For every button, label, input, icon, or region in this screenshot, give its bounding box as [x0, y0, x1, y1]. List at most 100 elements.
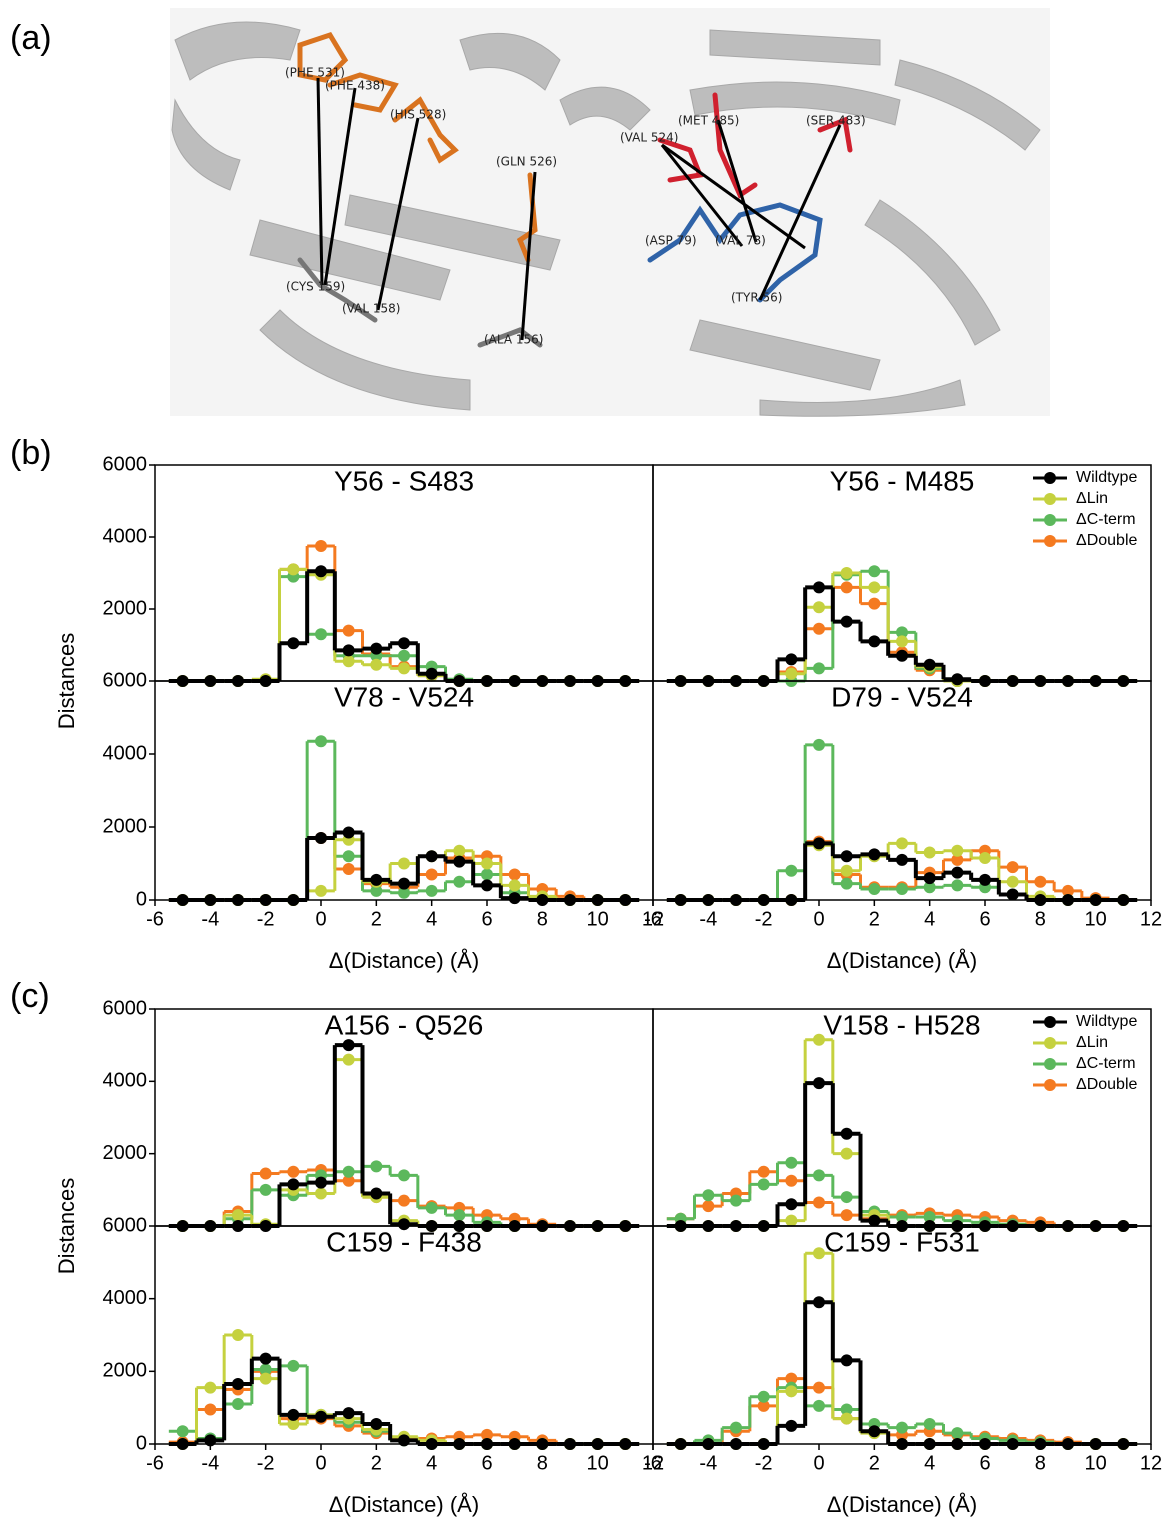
- x-tick-label: -6: [644, 908, 662, 930]
- x-tick-label: 2: [371, 908, 382, 930]
- point: [840, 1127, 853, 1140]
- x-tick-label: 10: [1085, 908, 1107, 930]
- point: [813, 622, 825, 635]
- x-tick-label: 8: [537, 908, 548, 930]
- panel-label: (a): [10, 19, 52, 57]
- point: [315, 540, 327, 552]
- point: [425, 868, 438, 881]
- point: [785, 864, 798, 877]
- point: [398, 857, 410, 870]
- point: [813, 1077, 825, 1090]
- point: [840, 877, 853, 890]
- point: [840, 864, 853, 877]
- chart: C159 - F531 -6 -4 -2 0 2 4 6 8 10 12 Δ(Distance) (Å…: [644, 1225, 1162, 1517]
- point: [813, 601, 825, 614]
- x-tick-label: 4: [924, 1452, 935, 1474]
- panel-label: (c): [10, 977, 50, 1015]
- point: [425, 1201, 438, 1214]
- point: [979, 873, 991, 886]
- point: [896, 649, 908, 662]
- chart-title: V78 - V524: [334, 681, 474, 712]
- point: [204, 1403, 217, 1416]
- point: [232, 1398, 244, 1411]
- point: [785, 1372, 798, 1385]
- point: [840, 1354, 853, 1367]
- point: [979, 852, 991, 865]
- point: [951, 673, 964, 686]
- x-tick-label: -4: [699, 908, 717, 930]
- x-tick-label: 12: [642, 908, 664, 930]
- point: [508, 892, 521, 905]
- point: [1006, 875, 1019, 888]
- point: [287, 563, 300, 576]
- x-tick-label: 2: [869, 908, 880, 930]
- point: [342, 1039, 355, 1052]
- x-tick-label: 10: [1085, 1452, 1107, 1474]
- point: [896, 626, 908, 639]
- point: [840, 1191, 853, 1204]
- point: [342, 1174, 355, 1187]
- point: [813, 1399, 825, 1412]
- point: [315, 1176, 327, 1189]
- legend-label: Wildtype: [1076, 1013, 1137, 1030]
- x-axis-label: Δ(Distance) (Å): [827, 948, 977, 973]
- point: [259, 1363, 272, 1376]
- point: [868, 848, 881, 861]
- point: [342, 624, 355, 637]
- point: [398, 1194, 410, 1207]
- x-tick-label: -6: [146, 1452, 164, 1474]
- x-tick-label: 4: [426, 1452, 437, 1474]
- residue-label: (GLN 526): [496, 155, 557, 169]
- point: [398, 877, 410, 890]
- y-tick-label: 4000: [103, 525, 148, 547]
- chart-title: Y56 - M485: [830, 465, 975, 496]
- chart-title: V158 - H528: [823, 1009, 980, 1040]
- point: [481, 868, 493, 881]
- point: [868, 565, 881, 578]
- point: [868, 1425, 881, 1438]
- y-tick-label: 6000: [103, 453, 148, 475]
- point: [785, 667, 798, 680]
- point: [757, 1399, 770, 1412]
- legend-label: Wildtype: [1076, 469, 1137, 486]
- point: [315, 884, 327, 897]
- point: [813, 581, 825, 594]
- chart: V78 - V524 0 2000 4000 6000 -6 -4 -2 0 2 4 6 8 10 12 Δ(…: [103, 669, 665, 973]
- point: [287, 1359, 300, 1372]
- point: [785, 1385, 798, 1398]
- point: [398, 886, 410, 899]
- point: [840, 567, 853, 579]
- x-tick-label: 6: [481, 1452, 492, 1474]
- x-tick-label: -4: [201, 908, 219, 930]
- axes-frame: [154, 1008, 654, 1227]
- axes-frame: [652, 680, 1152, 901]
- point: [1006, 861, 1019, 874]
- x-tick-label: -4: [201, 1452, 219, 1474]
- legend-label: ΔC-term: [1076, 1055, 1136, 1072]
- x-tick-label: -2: [755, 1452, 773, 1474]
- x-tick-label: -4: [699, 1452, 717, 1474]
- x-axis-label: Δ(Distance) (Å): [827, 1492, 977, 1517]
- point: [896, 635, 908, 648]
- point: [398, 1169, 410, 1182]
- y-tick-label: 0: [136, 888, 147, 910]
- point: [425, 850, 438, 863]
- point: [868, 581, 881, 594]
- panel-label: (b): [10, 434, 52, 472]
- residue-label: (CYS 159): [286, 280, 345, 294]
- residue-label: (ALA 156): [484, 333, 543, 347]
- x-tick-label: 6: [979, 1452, 990, 1474]
- chart: C159 - F438 0 2000 4000 6000 -6 -4 -2 0 2 4 6 8 10 12 Δ…: [103, 1214, 665, 1517]
- legend-marker: [1044, 472, 1056, 484]
- point: [398, 662, 410, 675]
- point: [896, 883, 908, 896]
- point: [896, 1421, 908, 1434]
- x-axis-label: Δ(Distance) (Å): [329, 1492, 479, 1517]
- residue-label: (ASP 79): [645, 234, 697, 248]
- point: [785, 1156, 798, 1169]
- point: [785, 1174, 798, 1187]
- x-tick-label: 4: [924, 908, 935, 930]
- x-tick-label: 12: [1140, 1452, 1162, 1474]
- point: [315, 1187, 327, 1200]
